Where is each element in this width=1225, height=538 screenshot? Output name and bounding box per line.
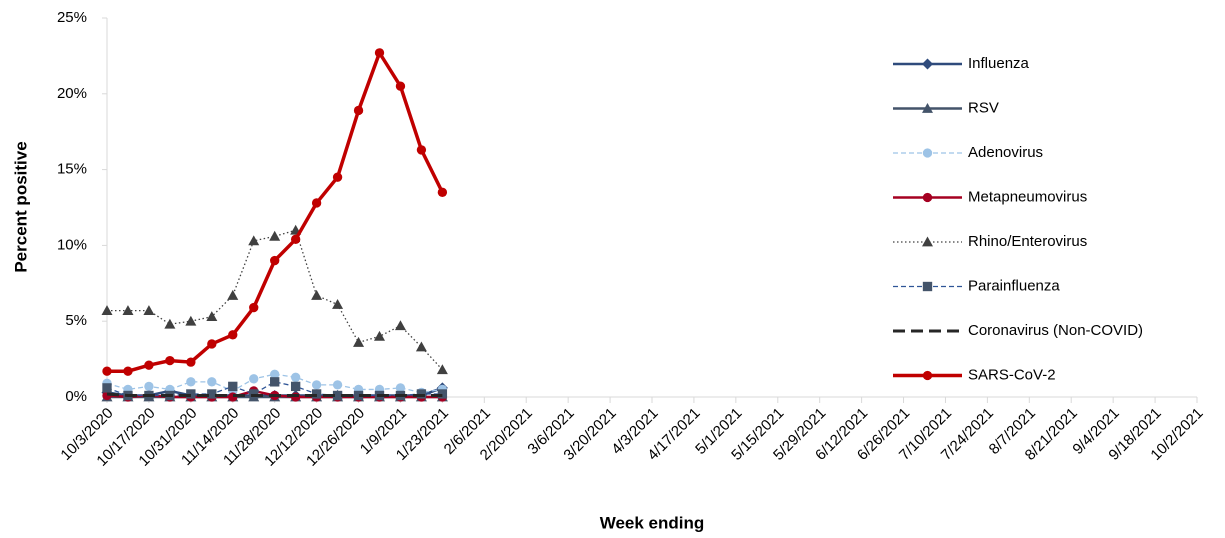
series (101, 224, 448, 375)
legend-label: Coronavirus (Non-COVID) (968, 322, 1143, 339)
marker (311, 289, 323, 300)
legend-marker (922, 58, 933, 70)
series (102, 48, 448, 376)
y-tick-label: 0% (65, 388, 87, 405)
marker (249, 374, 259, 384)
series (106, 392, 443, 397)
legend-label: Adenovirus (968, 144, 1043, 161)
marker (102, 383, 112, 393)
legend-marker (922, 103, 933, 113)
marker (102, 366, 112, 376)
marker (332, 390, 343, 401)
marker (249, 389, 259, 399)
y-tick-label: 5% (65, 312, 87, 329)
marker (332, 299, 344, 309)
y-axis-title: Percent positive (11, 141, 30, 272)
marker (394, 320, 406, 331)
marker (290, 381, 301, 392)
marker (207, 389, 217, 399)
legend-label: RSV (968, 99, 999, 116)
series-line (106, 373, 443, 394)
marker (437, 187, 448, 198)
marker (290, 234, 301, 245)
marker (143, 305, 155, 315)
series-line (106, 392, 443, 397)
marker (437, 389, 448, 399)
legend-marker (922, 281, 933, 292)
marker (186, 357, 196, 367)
marker (101, 305, 113, 315)
legend-label: Metapneumovirus (968, 188, 1087, 205)
x-axis-title: Week ending (600, 513, 705, 532)
marker (270, 377, 280, 387)
marker (353, 390, 364, 401)
y-tick-label: 15% (57, 161, 87, 178)
marker (144, 360, 154, 370)
marker (165, 355, 175, 366)
marker (207, 377, 217, 387)
marker (228, 330, 238, 340)
legend-marker (922, 192, 933, 203)
marker (269, 230, 281, 241)
marker (416, 145, 427, 155)
marker (311, 389, 322, 399)
series-line (107, 229, 443, 371)
marker (415, 341, 427, 352)
marker (332, 380, 343, 390)
legend-marker (922, 148, 933, 158)
marker (395, 383, 406, 393)
marker (227, 289, 239, 300)
y-tick-label: 10% (57, 236, 87, 253)
marker (144, 381, 154, 392)
y-tick-label: 20% (57, 85, 87, 102)
marker (228, 392, 238, 402)
marker (416, 389, 427, 399)
marker (122, 305, 134, 315)
marker (353, 105, 364, 116)
marker (249, 302, 259, 313)
marker (374, 330, 385, 341)
legend-label: SARS-CoV-2 (968, 366, 1056, 383)
marker (123, 366, 133, 376)
marker (206, 311, 218, 322)
marker (185, 315, 197, 326)
marker (186, 389, 196, 399)
marker (311, 198, 322, 208)
marker (270, 255, 280, 266)
marker (248, 235, 260, 246)
marker (290, 372, 301, 382)
marker (332, 172, 343, 182)
marker (228, 381, 238, 392)
marker (395, 81, 406, 91)
marker (374, 48, 385, 58)
legend-label: Rhino/Enterovirus (968, 233, 1087, 250)
legend-label: Parainfluenza (968, 277, 1060, 294)
marker (164, 318, 176, 329)
marker (290, 392, 301, 402)
marker (436, 364, 448, 375)
y-tick-label: 25% (57, 9, 87, 26)
marker (311, 380, 322, 390)
marker (207, 339, 217, 349)
marker (353, 336, 365, 347)
legend-marker (922, 236, 933, 247)
marker (186, 377, 196, 387)
marker (270, 369, 280, 379)
legend-label: Influenza (968, 55, 1030, 72)
legend-marker (922, 370, 933, 381)
series-line (107, 48, 444, 373)
